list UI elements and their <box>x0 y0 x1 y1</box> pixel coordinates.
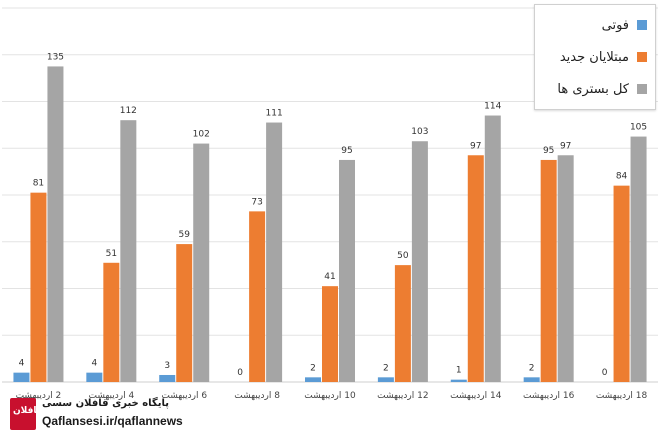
bar-deaths <box>86 372 103 382</box>
data-label-hospitalized: 103 <box>411 127 428 137</box>
bar-new-cases <box>322 286 338 382</box>
data-label-deaths: 4 <box>91 359 97 369</box>
bar-hospitalized <box>339 159 355 382</box>
data-label-hospitalized: 97 <box>560 141 571 151</box>
data-label-deaths: 0 <box>602 368 608 378</box>
bar-deaths <box>305 377 321 382</box>
data-label-new-cases: 59 <box>178 230 190 240</box>
bar-deaths <box>450 379 467 382</box>
x-tick-label: 6 اردیبهشت <box>161 391 207 401</box>
bar-new-cases <box>467 155 484 382</box>
x-tick-label: 2 اردیبهشت <box>16 391 62 401</box>
bar-hospitalized <box>266 122 283 382</box>
legend-swatch-hospitalized <box>637 84 647 94</box>
data-label-deaths: 2 <box>310 363 316 373</box>
data-label-deaths: 2 <box>383 363 389 373</box>
watermark-logo: قافلان <box>10 398 43 430</box>
bar-hospitalized <box>630 136 647 382</box>
legend-item-deaths: فوتی <box>535 10 655 40</box>
data-label-deaths: 3 <box>164 361 170 371</box>
legend-label-hospitalized: کل بستری ها <box>557 81 629 97</box>
watermark-logo-text: قافلان <box>13 406 43 416</box>
data-label-hospitalized: 112 <box>120 106 137 116</box>
bar-deaths <box>523 377 540 382</box>
x-tick-label: 12 اردیبهشت <box>377 391 428 401</box>
legend-label-deaths: فوتی <box>601 17 629 33</box>
bar-new-cases <box>103 262 120 382</box>
data-label-deaths: 0 <box>237 368 243 378</box>
x-tick-labels: 2 اردیبهشت 4 اردیبهشت 6 اردیبهشت 8 اردیبهشت… <box>16 391 648 401</box>
x-tick-label: 16 اردیبهشت <box>523 391 575 401</box>
bar-new-cases <box>249 211 266 382</box>
data-label-new-cases: 81 <box>33 179 44 189</box>
bar-hospitalized <box>47 66 64 382</box>
data-label-new-cases: 51 <box>106 249 117 259</box>
bar-hospitalized <box>484 115 501 383</box>
legend-swatch-deaths <box>637 20 647 30</box>
data-label-hospitalized: 105 <box>630 123 647 133</box>
data-label-deaths: 4 <box>19 359 25 369</box>
x-tick-label: 4 اردیبهشت <box>88 391 134 401</box>
bar-new-cases <box>540 159 557 382</box>
legend-item-hospitalized: کل بستری ها <box>535 74 655 104</box>
bar-hospitalized <box>193 143 210 382</box>
data-label-hospitalized: 111 <box>266 109 283 119</box>
data-label-new-cases: 50 <box>397 251 409 261</box>
watermark-url: Qaflansesi.ir/qaflannews <box>42 414 183 428</box>
x-tick-label: 18 اردیبهشت <box>596 391 648 401</box>
bar-deaths <box>13 372 30 382</box>
watermark-site-name: پایگاه خبری قافلان سسی <box>42 398 169 409</box>
bar-hospitalized <box>411 141 428 382</box>
bars <box>13 66 647 383</box>
data-labels: 4 81 135 4 51 112 3 59 102 0 73 111 2 41 95 2 50 103 1 97 11… <box>19 52 648 378</box>
data-label-deaths: 2 <box>529 363 535 373</box>
x-tick-label: 14 اردیبهشت <box>450 391 502 401</box>
data-label-hospitalized: 135 <box>47 52 64 62</box>
bar-new-cases <box>30 192 47 382</box>
legend: فوتی مبتلایان جدید کل بستری ها <box>534 4 656 110</box>
data-label-deaths: 1 <box>456 366 462 376</box>
data-label-new-cases: 73 <box>251 197 262 207</box>
legend-swatch-new-cases <box>637 52 647 62</box>
bar-new-cases <box>394 265 411 382</box>
data-label-hospitalized: 95 <box>341 146 352 156</box>
data-label-hospitalized: 114 <box>484 102 501 112</box>
watermark: قافلان پایگاه خبری قافلان سسی Qaflansesi… <box>6 396 206 436</box>
data-label-hospitalized: 102 <box>193 130 210 140</box>
bar-new-cases <box>613 185 630 382</box>
legend-label-new-cases: مبتلایان جدید <box>559 49 629 65</box>
data-label-new-cases: 97 <box>470 141 481 151</box>
bar-hospitalized <box>557 155 574 382</box>
data-label-new-cases: 41 <box>324 272 335 282</box>
bar-new-cases <box>176 244 193 382</box>
bar-deaths <box>377 377 394 382</box>
data-label-new-cases: 95 <box>543 146 554 156</box>
x-tick-label: 8 اردیبهشت <box>234 391 280 401</box>
bar-deaths <box>159 374 176 382</box>
x-tick-label: 10 اردیبهشت <box>304 391 356 401</box>
data-label-new-cases: 84 <box>616 172 628 182</box>
bar-hospitalized <box>120 120 137 382</box>
legend-item-new-cases: مبتلایان جدید <box>535 42 655 72</box>
